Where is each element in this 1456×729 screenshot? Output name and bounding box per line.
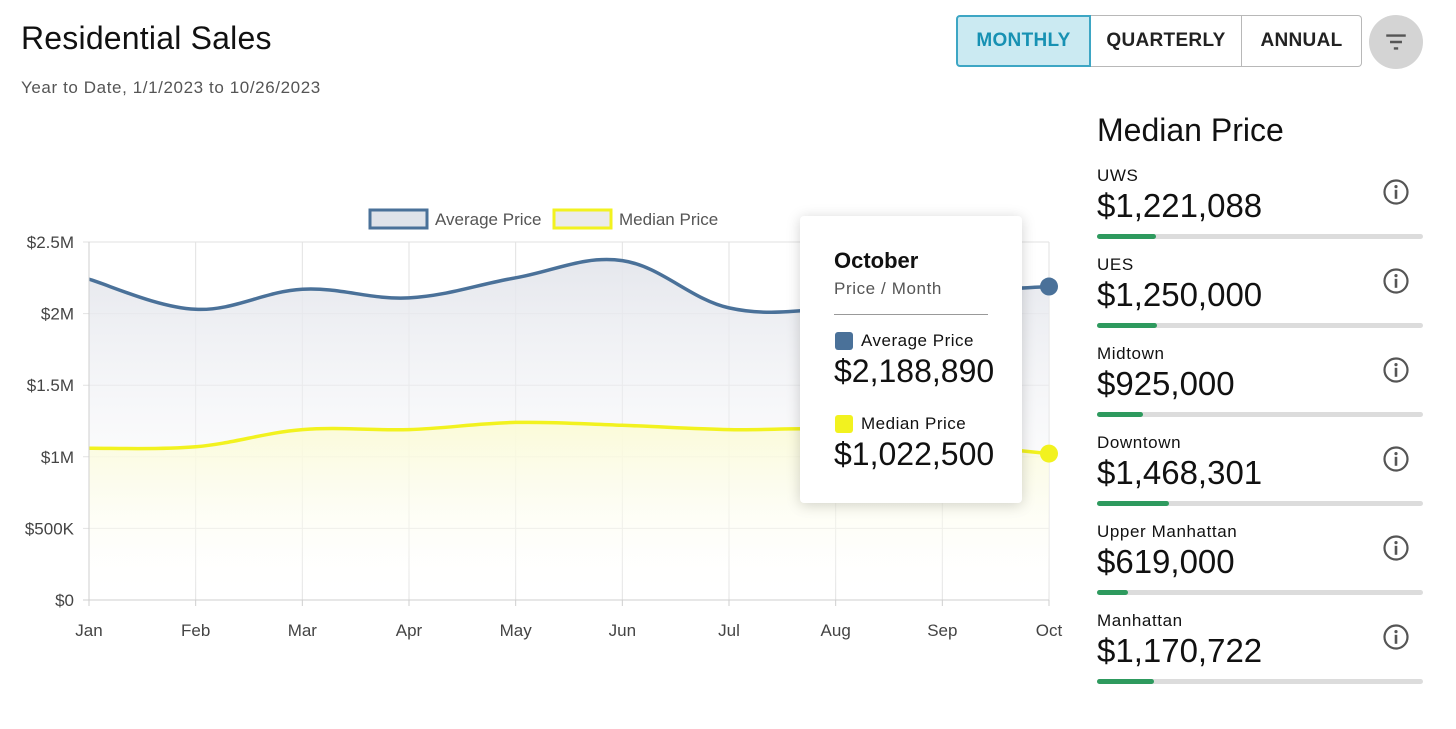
area-progress-fill	[1097, 412, 1143, 417]
median-price-item: UES $1,250,000	[1097, 199, 1423, 328]
area-label: UES	[1097, 255, 1134, 274]
median-price-item: UWS $1,221,088	[1097, 110, 1423, 239]
x-tick-label: Feb	[181, 621, 210, 640]
y-tick-label: $1.5M	[27, 376, 74, 395]
area-progress-bar	[1097, 679, 1423, 684]
area-progress-fill	[1097, 590, 1128, 595]
area-progress-bar	[1097, 323, 1423, 328]
median-price-item: Downtown $1,468,301	[1097, 377, 1423, 506]
page-title: Residential Sales	[21, 20, 272, 56]
chart-tooltip: October Price / Month Average Price $2,1…	[800, 216, 1022, 503]
area-progress-fill	[1097, 234, 1156, 239]
x-tick-label: Jul	[718, 621, 740, 640]
chart-legend: Average Price Median Price	[368, 208, 718, 230]
filter-button[interactable]	[1369, 15, 1423, 69]
chart-points	[1040, 277, 1058, 463]
average-price-point[interactable]	[1040, 277, 1058, 296]
y-tick-label: $500K	[25, 519, 75, 538]
legend-label-median: Median Price	[619, 210, 718, 229]
area-median-value: $1,221,088	[1097, 187, 1263, 224]
area-label: Downtown	[1097, 433, 1182, 452]
info-icon	[1383, 446, 1409, 472]
quarterly-button[interactable]: QUARTERLY	[1091, 15, 1242, 67]
area-label: Manhattan	[1097, 611, 1183, 630]
average-swatch	[835, 332, 853, 350]
area-progress-fill	[1097, 501, 1169, 506]
legend-label-average: Average Price	[435, 210, 541, 229]
info-icon	[1383, 357, 1409, 383]
info-icon	[1383, 268, 1409, 294]
legend-swatch-median	[552, 208, 613, 230]
median-price-item: Midtown $925,000	[1097, 288, 1423, 417]
info-button[interactable]	[1382, 356, 1410, 384]
area-median-value: $619,000	[1097, 543, 1235, 580]
tooltip-unit: Price / Month	[834, 279, 942, 298]
median-price-item: Manhattan $1,170,722	[1097, 555, 1423, 684]
median-swatch	[835, 415, 853, 433]
x-tick-label: Apr	[396, 621, 423, 640]
tooltip-month: October	[834, 248, 919, 273]
x-tick-label: Jun	[609, 621, 636, 640]
panel-title: Median Price	[1097, 112, 1284, 148]
area-median-value: $1,170,722	[1097, 632, 1263, 669]
legend-swatch-average	[368, 208, 429, 230]
info-icon	[1383, 624, 1409, 650]
tooltip-average-label: Average Price	[861, 331, 974, 350]
monthly-button[interactable]: MONTHLY	[956, 15, 1091, 67]
info-icon	[1383, 179, 1409, 205]
info-button[interactable]	[1382, 267, 1410, 295]
filter-icon	[1386, 34, 1406, 50]
y-tick-label: $2.5M	[27, 233, 74, 252]
info-button[interactable]	[1382, 445, 1410, 473]
area-progress-bar	[1097, 412, 1423, 417]
median-price-item: Upper Manhattan $619,000	[1097, 466, 1423, 595]
area-progress-fill	[1097, 679, 1155, 684]
area-median-value: $1,250,000	[1097, 276, 1263, 313]
tooltip-divider	[834, 314, 988, 315]
tooltip-median-value: $1,022,500	[834, 436, 995, 472]
info-button[interactable]	[1382, 534, 1410, 562]
area-label: Midtown	[1097, 344, 1165, 363]
x-tick-label: Jan	[75, 621, 102, 640]
area-progress-fill	[1097, 323, 1158, 328]
y-tick-label: $1M	[41, 448, 74, 467]
period-toggle-group: MONTHLY QUARTERLY ANNUAL	[956, 15, 1362, 69]
area-progress-bar	[1097, 590, 1423, 595]
y-tick-label: $2M	[41, 305, 74, 324]
x-tick-label: Aug	[821, 621, 851, 640]
area-label: Upper Manhattan	[1097, 522, 1238, 541]
tooltip-median-label: Median Price	[861, 414, 967, 433]
x-tick-label: Oct	[1036, 621, 1063, 640]
area-label: UWS	[1097, 166, 1139, 185]
x-tick-label: Mar	[288, 621, 318, 640]
chart-axes: Jan Feb Mar Apr May Jun Jul Aug Sep Oct $0 $500K $1M…	[25, 233, 1063, 640]
info-icon	[1383, 535, 1409, 561]
annual-button[interactable]: ANNUAL	[1242, 15, 1362, 67]
x-tick-label: Sep	[927, 621, 957, 640]
x-tick-label: May	[500, 621, 533, 640]
y-tick-label: $0	[55, 591, 74, 610]
area-progress-bar	[1097, 234, 1423, 239]
date-range-subtitle: Year to Date, 1/1/2023 to 10/26/2023	[21, 78, 321, 97]
area-median-value: $1,468,301	[1097, 454, 1263, 491]
area-progress-bar	[1097, 501, 1423, 506]
tooltip-average-value: $2,188,890	[834, 353, 995, 389]
info-button[interactable]	[1382, 623, 1410, 651]
area-median-value: $925,000	[1097, 365, 1235, 402]
info-button[interactable]	[1382, 178, 1410, 206]
median-price-point[interactable]	[1040, 444, 1058, 463]
